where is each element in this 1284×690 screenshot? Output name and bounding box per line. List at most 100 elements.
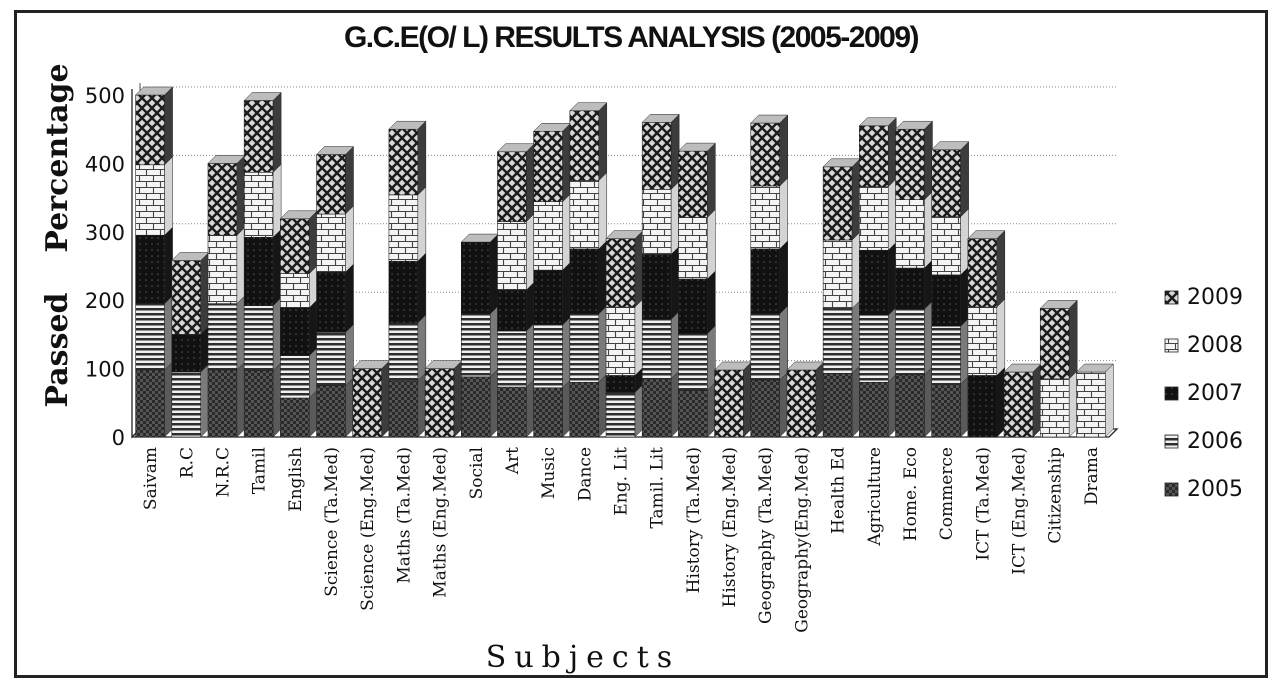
- bar-segment-2007: [750, 248, 781, 315]
- bar-top: [388, 120, 427, 130]
- legend-label-2005: 2005: [1187, 477, 1243, 502]
- bar-side-2008: [851, 231, 861, 310]
- bar-side-2006: [888, 306, 897, 383]
- bar-stack: [352, 359, 391, 438]
- bar-segment-2006: [931, 325, 961, 385]
- bar-segment-2009: [822, 166, 853, 241]
- bar-side-2006: [670, 310, 680, 380]
- bar-side-2009: [960, 141, 969, 218]
- chart-title: G.C.E(O/ L) RESULTS ANALYSIS (2005-2009): [344, 21, 919, 54]
- bar-side-2009: [200, 251, 210, 336]
- bar-side-2009: [453, 359, 463, 438]
- chart-frame: G.C.E(O/ L) RESULTS ANALYSIS (2005-2009)…: [14, 10, 1268, 678]
- bar-side-2007: [924, 259, 933, 310]
- bar-segment-2009: [497, 151, 527, 222]
- bar-top: [967, 230, 1006, 239]
- bar-side-2008: [562, 193, 571, 271]
- bar-segment-2005: [460, 376, 491, 438]
- bar-side-2006: [236, 295, 246, 371]
- x-tick-label: Health Ed: [829, 447, 849, 534]
- bar-segment-2008: [280, 273, 310, 309]
- bar-segment-2008: [388, 194, 419, 262]
- bar-stack: [135, 86, 174, 438]
- bar-segment-2005: [931, 384, 961, 438]
- bar-side-2008: [634, 298, 644, 377]
- bar-side-2008: [779, 177, 788, 250]
- y-tick-labels: 0 100 200 300 400 500: [85, 84, 125, 450]
- bar-segment-2007: [678, 278, 708, 335]
- bar-stack: [279, 210, 318, 438]
- bar-segment-2006: [135, 303, 165, 371]
- bar-segment-2009: [750, 122, 781, 187]
- bar-side-2007: [164, 226, 173, 305]
- bar-segment-2009: [786, 369, 817, 438]
- bar-side-2005: [707, 381, 716, 438]
- bar-segment-2009: [243, 100, 274, 173]
- x-tick-label: History (Eng.Med): [720, 447, 740, 607]
- bar-segment-2009: [1003, 371, 1034, 438]
- bar-side-2007: [598, 240, 608, 315]
- x-tick-label: Tamil. Lit: [648, 447, 668, 529]
- bar-segment-2006: [750, 313, 781, 381]
- bar-segment-2006: [605, 392, 636, 438]
- bar-stack: [750, 114, 789, 438]
- bar-segment-2008: [497, 221, 527, 291]
- bar-segment-2005: [207, 369, 238, 438]
- x-tick-label: Maths (Ta.Med): [394, 447, 414, 584]
- x-tick-label: Geography (Ta.Med): [756, 447, 776, 624]
- bar-side-2009: [598, 102, 608, 182]
- bar-side-2007: [345, 263, 354, 333]
- bar-side-2009: [1068, 299, 1078, 380]
- bar-segment-2006: [497, 330, 527, 388]
- bar-side-2009: [815, 361, 825, 438]
- bar-segment-2007: [931, 274, 961, 327]
- bar-segment-2009: [207, 163, 238, 236]
- bar-side-2005: [960, 375, 969, 438]
- bar-segment-2007: [533, 269, 563, 326]
- bar-side-2008: [272, 163, 282, 238]
- bar-side-2007: [272, 228, 282, 307]
- bar-segment-2008: [859, 186, 889, 251]
- bar-segment-2009: [280, 218, 310, 274]
- bar-segment-2008: [678, 217, 708, 280]
- bar-side-2009: [888, 117, 897, 188]
- bar-stack: [822, 158, 861, 438]
- bar-side-2007: [996, 366, 1006, 438]
- bar-side-2007: [888, 241, 897, 316]
- bar-segment-2007: [497, 289, 527, 332]
- legend-swatch-2006: [1164, 434, 1179, 449]
- bar-top: [315, 146, 355, 155]
- bar-side-2007: [417, 252, 427, 324]
- bar-side-2009: [562, 122, 571, 203]
- bar-segment-2005: [641, 378, 672, 438]
- legend-label-2008: 2008: [1187, 333, 1243, 358]
- legend-swatch-2009: [1164, 290, 1179, 305]
- chart-svg: G.C.E(O/ L) RESULTS ANALYSIS (2005-2009)…: [40, 21, 1243, 675]
- bar-stack: [931, 141, 970, 438]
- bar-side-2006: [345, 323, 354, 387]
- bar-top: [931, 141, 970, 150]
- bar-segment-2006: [822, 308, 853, 374]
- bar-top: [677, 142, 716, 152]
- bar-segment-2006: [280, 355, 310, 399]
- bar-side-2006: [851, 299, 861, 374]
- bar-segment-2009: [1039, 308, 1070, 380]
- x-tick-label: Drama: [1082, 447, 1102, 505]
- bar-side-2009: [164, 86, 173, 166]
- bar-segment-2008: [605, 306, 636, 376]
- bar-stack: [858, 117, 897, 438]
- x-tick-label: Dance: [575, 447, 595, 501]
- bar-segment-2005: [135, 369, 165, 438]
- bar-segment-2008: [243, 171, 274, 238]
- bar-side-2006: [200, 363, 210, 438]
- bar-side-2006: [779, 305, 788, 381]
- bar-side-2009: [417, 120, 427, 196]
- x-tick-label: English: [286, 447, 306, 512]
- bar-segment-2008: [641, 189, 672, 255]
- y-tick-label: 300: [85, 221, 125, 245]
- y-tick-label: 500: [85, 84, 125, 108]
- bar-side-2009: [634, 230, 644, 308]
- bar-side-2008: [924, 191, 933, 269]
- x-tick-label: Science (Eng.Med): [358, 447, 378, 611]
- x-tick-label: R.C: [177, 447, 197, 478]
